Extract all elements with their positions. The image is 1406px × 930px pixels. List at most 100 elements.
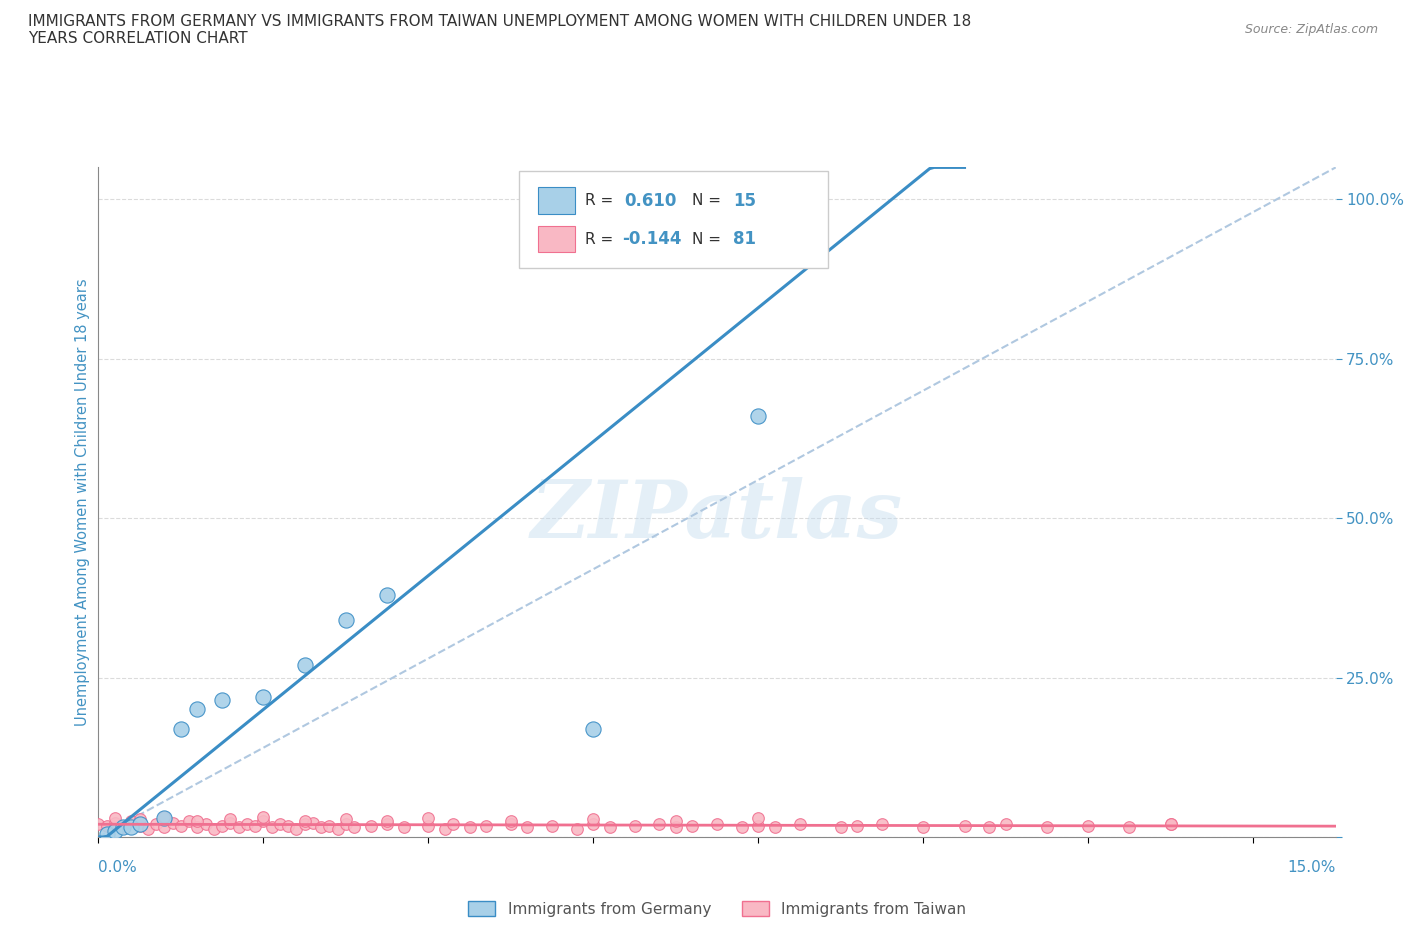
Point	[96, 818, 118, 833]
Point	[953, 818, 976, 833]
Point	[104, 816, 127, 830]
Point	[186, 814, 208, 829]
Point	[112, 820, 135, 835]
Point	[1160, 817, 1182, 831]
Point	[186, 702, 208, 717]
Point	[170, 818, 193, 833]
Point	[104, 810, 127, 825]
Text: 15: 15	[733, 192, 756, 210]
Point	[1036, 820, 1059, 835]
Point	[128, 817, 150, 831]
Point	[243, 818, 266, 833]
Point	[153, 809, 176, 824]
Point	[747, 810, 769, 825]
Point	[179, 814, 201, 829]
Y-axis label: Unemployment Among Women with Children Under 18 years: Unemployment Among Women with Children U…	[75, 278, 90, 726]
Point	[211, 693, 233, 708]
Point	[706, 817, 728, 831]
Point	[302, 816, 325, 830]
Point	[96, 827, 118, 842]
Point	[599, 820, 621, 835]
Point	[219, 816, 242, 830]
Point	[112, 820, 135, 835]
Point	[260, 820, 283, 835]
Text: -0.144: -0.144	[621, 230, 682, 248]
Point	[269, 817, 291, 831]
Point	[648, 817, 671, 831]
Point	[747, 818, 769, 833]
Text: N =: N =	[692, 193, 725, 208]
Point	[194, 817, 217, 831]
Point	[252, 689, 274, 704]
Point	[120, 820, 142, 835]
Point	[433, 822, 456, 837]
Text: 0.610: 0.610	[624, 192, 676, 210]
Point	[309, 820, 332, 835]
Text: R =: R =	[585, 232, 617, 246]
Point	[499, 817, 522, 831]
Point	[87, 817, 110, 831]
Point	[1077, 818, 1099, 833]
Text: 0.0%: 0.0%	[98, 860, 138, 875]
Text: Source: ZipAtlas.com: Source: ZipAtlas.com	[1244, 23, 1378, 36]
Bar	[537, 226, 575, 252]
Point	[360, 818, 382, 833]
Point	[681, 818, 703, 833]
Point	[623, 818, 645, 833]
Point	[870, 817, 893, 831]
Point	[136, 822, 159, 837]
Point	[162, 816, 184, 830]
Text: R =: R =	[585, 193, 617, 208]
Point	[1118, 820, 1140, 835]
Point	[153, 810, 176, 825]
Point	[763, 820, 786, 835]
Legend: Immigrants from Germany, Immigrants from Taiwan: Immigrants from Germany, Immigrants from…	[461, 896, 973, 923]
Point	[285, 822, 308, 837]
Point	[418, 810, 440, 825]
Point	[582, 817, 605, 831]
Point	[202, 822, 225, 837]
Point	[252, 809, 274, 824]
Point	[252, 814, 274, 829]
Point	[747, 408, 769, 423]
Point	[516, 820, 538, 835]
Point	[475, 818, 498, 833]
Point	[418, 818, 440, 833]
Point	[104, 823, 127, 838]
Point	[228, 820, 250, 835]
Point	[458, 820, 481, 835]
Point	[236, 817, 259, 831]
Point	[335, 812, 357, 827]
Point	[120, 814, 142, 829]
Point	[326, 822, 349, 837]
Point	[343, 820, 366, 835]
Point	[335, 613, 357, 628]
Point	[912, 820, 935, 835]
Point	[582, 721, 605, 736]
Point	[665, 814, 688, 829]
Point	[846, 818, 869, 833]
Point	[153, 820, 176, 835]
Point	[186, 820, 208, 835]
Point	[789, 817, 811, 831]
Text: ZIPatlas: ZIPatlas	[531, 477, 903, 554]
Point	[994, 817, 1017, 831]
Point	[294, 817, 316, 831]
Point	[830, 820, 852, 835]
Point	[499, 814, 522, 829]
Point	[441, 817, 464, 831]
Point	[1160, 817, 1182, 831]
Point	[335, 817, 357, 831]
Point	[565, 822, 588, 837]
Point	[979, 820, 1001, 835]
Point	[294, 658, 316, 672]
Point	[731, 820, 754, 835]
Point	[665, 820, 688, 835]
Point	[375, 817, 398, 831]
Point	[375, 587, 398, 602]
Text: N =: N =	[692, 232, 725, 246]
Text: 81: 81	[733, 230, 756, 248]
Point	[219, 812, 242, 827]
Point	[277, 818, 299, 833]
FancyBboxPatch shape	[519, 171, 828, 268]
